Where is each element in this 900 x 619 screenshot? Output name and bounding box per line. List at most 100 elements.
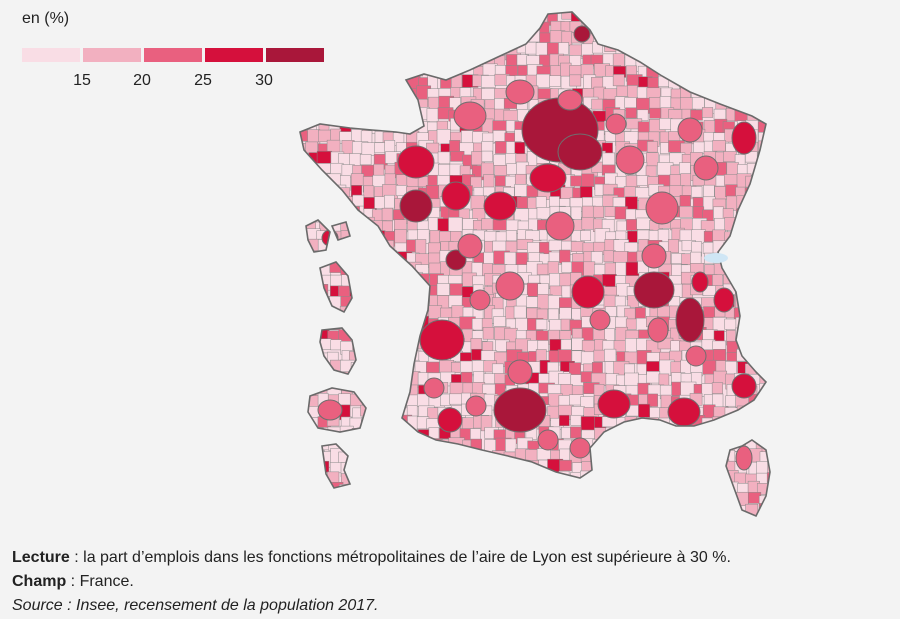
zone-cell bbox=[306, 360, 320, 377]
zone-cell bbox=[513, 305, 527, 319]
zone-cell bbox=[536, 73, 551, 88]
zone-cell bbox=[670, 462, 686, 478]
zone-cell bbox=[300, 458, 313, 471]
zone-cell bbox=[306, 185, 319, 198]
zone-cell bbox=[669, 42, 682, 54]
zone-cell bbox=[406, 41, 419, 57]
zone-cell bbox=[300, 339, 311, 351]
scope-note: Champ : France. bbox=[12, 570, 731, 594]
zone-cell bbox=[747, 44, 763, 60]
zone-cell bbox=[702, 515, 716, 516]
zone-cell bbox=[407, 63, 423, 77]
zone-cell bbox=[645, 55, 659, 68]
zone-cell bbox=[525, 484, 537, 498]
zone-cell bbox=[449, 471, 463, 487]
zone-cell bbox=[581, 216, 595, 230]
zone-cell bbox=[646, 371, 661, 384]
zone-cell bbox=[439, 461, 457, 476]
metro-area bbox=[647, 317, 669, 343]
zone-cell bbox=[415, 460, 430, 477]
zone-cell bbox=[712, 450, 726, 464]
zone-cell bbox=[300, 106, 307, 119]
zone-cell bbox=[374, 43, 389, 59]
zone-cell bbox=[756, 283, 770, 300]
zone-cell bbox=[300, 483, 307, 496]
territory-outlines bbox=[299, 11, 771, 518]
zone-cell bbox=[374, 284, 388, 300]
zone-cell bbox=[726, 426, 739, 438]
zone-cell bbox=[300, 195, 308, 211]
zone-cell bbox=[316, 108, 328, 123]
zone-cell bbox=[384, 261, 400, 275]
zone-cell bbox=[372, 339, 389, 355]
zone-cell bbox=[723, 151, 737, 163]
legend-swatch-1 bbox=[22, 48, 80, 62]
zone-cell bbox=[385, 470, 399, 484]
zone-cell bbox=[680, 54, 694, 66]
zone-cell bbox=[626, 483, 640, 497]
zone-cell bbox=[318, 492, 336, 507]
zone-cell bbox=[307, 109, 324, 124]
zone-cell bbox=[671, 525, 684, 540]
zone-cell bbox=[724, 19, 736, 31]
zone-cell bbox=[382, 426, 397, 439]
zone-cell bbox=[307, 21, 321, 35]
zone-cell bbox=[771, 230, 781, 240]
zone-cell bbox=[726, 162, 739, 176]
zone-cell bbox=[737, 239, 751, 252]
zone-cell bbox=[558, 504, 573, 516]
zone-cell bbox=[349, 206, 360, 222]
reading-note-label: Lecture bbox=[12, 549, 70, 566]
zone-cell bbox=[647, 77, 660, 90]
zone-cell bbox=[349, 250, 363, 265]
may-outline bbox=[321, 443, 352, 489]
zone-cell bbox=[495, 505, 506, 516]
zone-cell bbox=[352, 19, 366, 32]
zone-cell bbox=[756, 30, 770, 47]
zone-cell bbox=[591, 493, 603, 509]
zone-cell bbox=[679, 66, 696, 82]
zone-cell bbox=[770, 526, 785, 540]
zone-cell bbox=[381, 284, 396, 299]
zone-cell bbox=[701, 470, 718, 485]
zone-cell bbox=[714, 54, 730, 70]
zone-cell bbox=[337, 242, 353, 257]
zone-cell bbox=[745, 64, 757, 80]
zone-cell bbox=[650, 525, 664, 537]
zone-cell bbox=[308, 195, 323, 211]
zone-cell bbox=[517, 459, 529, 471]
zone-cell bbox=[495, 492, 512, 509]
zone-cell bbox=[703, 55, 716, 70]
zone-cell bbox=[372, 12, 389, 23]
zone-cell bbox=[658, 503, 672, 516]
zone-cell bbox=[581, 515, 595, 516]
zone-cell bbox=[690, 186, 703, 198]
zone-cell bbox=[473, 371, 485, 383]
zone-cell bbox=[593, 349, 606, 362]
zone-cell bbox=[459, 29, 473, 43]
zone-cell bbox=[637, 526, 649, 540]
zone-cell bbox=[515, 505, 529, 516]
zone-cell bbox=[647, 483, 660, 496]
zone-cell bbox=[712, 274, 723, 287]
zone-cell bbox=[668, 448, 681, 460]
zone-cell bbox=[407, 472, 424, 484]
zone-cell bbox=[615, 316, 628, 329]
zone-cell bbox=[493, 154, 507, 166]
zone-cell bbox=[517, 484, 532, 496]
zone-cell bbox=[327, 514, 341, 516]
zone-cell bbox=[602, 22, 616, 38]
zone-cell bbox=[300, 264, 311, 277]
zone-cell bbox=[669, 506, 686, 516]
zone-cell bbox=[306, 502, 322, 516]
zone-cell bbox=[339, 110, 353, 125]
zone-cell bbox=[582, 12, 598, 23]
zone-cell bbox=[306, 469, 322, 482]
zone-cell bbox=[636, 429, 652, 446]
zone-cell bbox=[308, 462, 324, 478]
zone-cell bbox=[769, 372, 770, 385]
zone-cell bbox=[417, 528, 431, 540]
zone-cell bbox=[483, 483, 496, 497]
zone-cell bbox=[570, 514, 587, 516]
